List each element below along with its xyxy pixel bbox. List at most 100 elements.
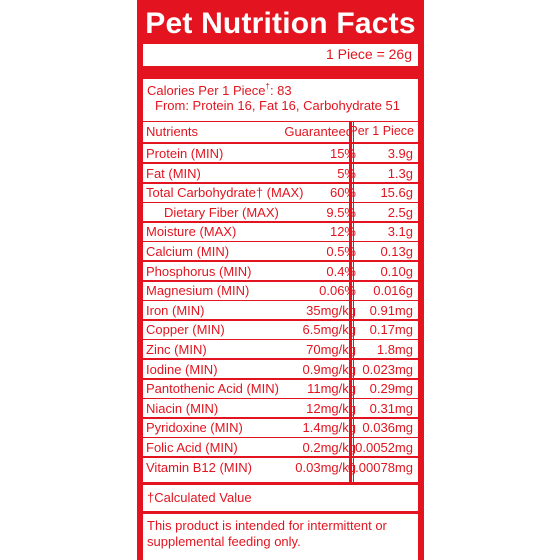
row-divider [143, 201, 418, 204]
nutrients-table: Nutrients Guaranteed Per 1 Piece Protein… [143, 122, 418, 482]
table-row: Moisture (MAX) 12% 3.1g [143, 222, 418, 241]
row-divider [143, 436, 418, 439]
table-row: Magnesium (MIN) 0.06% 0.016g [143, 281, 418, 300]
per-piece-value: 0.10g [380, 263, 413, 279]
guaranteed-value: 0.06% [319, 283, 356, 299]
guaranteed-value: 6.5mg/kg [302, 322, 356, 338]
serving-size-box: 1 Piece = 26g [143, 44, 418, 66]
nutrient-name: Copper (MIN) [146, 322, 225, 338]
per-piece-value: 0.00078mg [347, 459, 413, 475]
nutrient-name: Zinc (MIN) [146, 342, 207, 357]
table-row: Dietary Fiber (MAX) 9.5% 2.5g [143, 203, 418, 222]
guaranteed-value: 0.5% [326, 244, 356, 259]
nutrient-name: Niacin (MIN) [146, 400, 219, 416]
guaranteed-value: 60% [329, 185, 356, 201]
row-divider [143, 221, 418, 223]
header-guaranteed: Guaranteed [284, 124, 353, 139]
row-divider [143, 319, 418, 321]
nutrition-label-panel: Pet Nutrition Facts 1 Piece = 26g Calori… [137, 0, 424, 560]
per-piece-value: 0.036mg [362, 420, 413, 436]
nutrient-name: Total Carbohydrate† (MAX) [146, 185, 304, 201]
per-piece-value: 0.29mg [369, 381, 413, 397]
nutrient-name: Fat (MIN) [146, 165, 201, 181]
table-row: Niacin (MIN) 12mg/kg 0.31mg [143, 399, 418, 418]
row-divider [143, 417, 418, 419]
row-divider [143, 280, 418, 282]
footnote-text: †Calculated Value [147, 490, 252, 505]
table-row: Pyridoxine (MIN) 1.4mg/kg 0.036mg [143, 418, 418, 437]
per-piece-value: 2.5g [387, 204, 413, 220]
nutrient-name: Pantothenic Acid (MIN) [146, 381, 279, 397]
per-piece-value: 1.8mg [376, 342, 413, 357]
calories-breakdown: From: Protein 16, Fat 16, Carbohydrate 5… [155, 98, 400, 113]
serving-size-text: 1 Piece = 26g [325, 46, 412, 62]
table-row: Iron (MIN) 35mg/kg 0.91mg [143, 301, 418, 320]
row-divider [143, 358, 418, 360]
per-piece-value: 0.016g [373, 283, 413, 299]
calories-box: Calories Per 1 Piece†: 83 From: Protein … [143, 79, 418, 121]
row-divider [143, 338, 418, 341]
per-piece-value: 15.6g [380, 185, 413, 201]
nutrient-name: Dietary Fiber (MAX) [164, 204, 279, 220]
table-row: Vitamin B12 (MIN) 0.03mg/kg 0.00078mg [143, 458, 418, 477]
nutrient-name: Moisture (MAX) [146, 224, 237, 240]
calories-dagger: † [265, 82, 270, 91]
guaranteed-value: 12mg/kg [306, 400, 356, 416]
per-piece-value: 0.17mg [369, 322, 413, 338]
nutrient-name: Folic Acid (MIN) [146, 440, 238, 455]
guaranteed-value: 0.2mg/kg [302, 440, 356, 455]
per-piece-value: 0.91mg [369, 302, 413, 318]
row-divider [143, 182, 418, 184]
per-piece-value: 1.3g [387, 165, 413, 181]
guaranteed-value: 35mg/kg [306, 302, 356, 318]
row-divider [143, 299, 418, 302]
table-row: Phosphorus (MIN) 0.4% 0.10g [143, 262, 418, 281]
header-divider [143, 142, 418, 144]
calories-label: Calories Per 1 Piece [147, 83, 266, 98]
nutrient-name: Vitamin B12 (MIN) [146, 459, 252, 475]
feeding-note-text: This product is intended for intermitten… [147, 518, 387, 549]
guaranteed-value: 0.4% [326, 263, 356, 279]
guaranteed-value: 0.9mg/kg [302, 361, 356, 377]
per-piece-value: 3.1g [387, 224, 413, 240]
table-row: Iodine (MIN) 0.9mg/kg 0.023mg [143, 360, 418, 379]
per-piece-value: 0.023mg [362, 361, 413, 377]
row-divider [143, 240, 418, 243]
nutrient-name: Phosphorus (MIN) [146, 263, 252, 279]
header-per-piece: Per 1 Piece [349, 124, 414, 138]
header-nutrients: Nutrients [146, 124, 199, 139]
row-divider [143, 397, 418, 400]
table-row: Copper (MIN) 6.5mg/kg 0.17mg [143, 320, 418, 339]
footnote-box: †Calculated Value [143, 485, 418, 511]
table-row: Folic Acid (MIN) 0.2mg/kg 0.0052mg [143, 438, 418, 457]
table-row: Fat (MIN) 5% 1.3g [143, 164, 418, 183]
calories-value: : 83 [269, 83, 292, 98]
guaranteed-value: 9.5% [326, 204, 356, 220]
nutrient-name: Protein (MIN) [146, 146, 224, 161]
label-title: Pet Nutrition Facts [145, 7, 416, 40]
guaranteed-value: 15% [329, 146, 356, 161]
calories-line: Calories Per 1 Piece†: 83 [147, 82, 418, 99]
row-divider [143, 162, 418, 164]
nutrient-name: Iron (MIN) [146, 302, 205, 318]
guaranteed-value: 5% [337, 165, 356, 181]
row-divider [143, 378, 418, 380]
guaranteed-value: 0.03mg/kg [295, 459, 356, 475]
nutrient-name: Iodine (MIN) [146, 361, 218, 377]
row-divider [143, 260, 418, 262]
per-piece-value: 3.9g [387, 146, 413, 161]
nutrient-name: Calcium (MIN) [146, 244, 230, 259]
per-piece-value: 0.0052mg [355, 440, 413, 455]
table-row: Calcium (MIN) 0.5% 0.13g [143, 242, 418, 261]
table-header-row: Nutrients Guaranteed Per 1 Piece [143, 122, 418, 141]
row-divider [143, 456, 418, 458]
guaranteed-value: 12% [329, 224, 356, 240]
table-row: Total Carbohydrate† (MAX) 60% 15.6g [143, 183, 418, 202]
nutrient-name: Pyridoxine (MIN) [146, 420, 243, 436]
guaranteed-value: 70mg/kg [306, 342, 356, 357]
column-divider-guaranteed [349, 122, 352, 482]
per-piece-value: 0.31mg [369, 400, 413, 416]
per-piece-value: 0.13g [380, 244, 413, 259]
nutrient-name: Magnesium (MIN) [146, 283, 250, 299]
table-row: Zinc (MIN) 70mg/kg 1.8mg [143, 340, 418, 359]
